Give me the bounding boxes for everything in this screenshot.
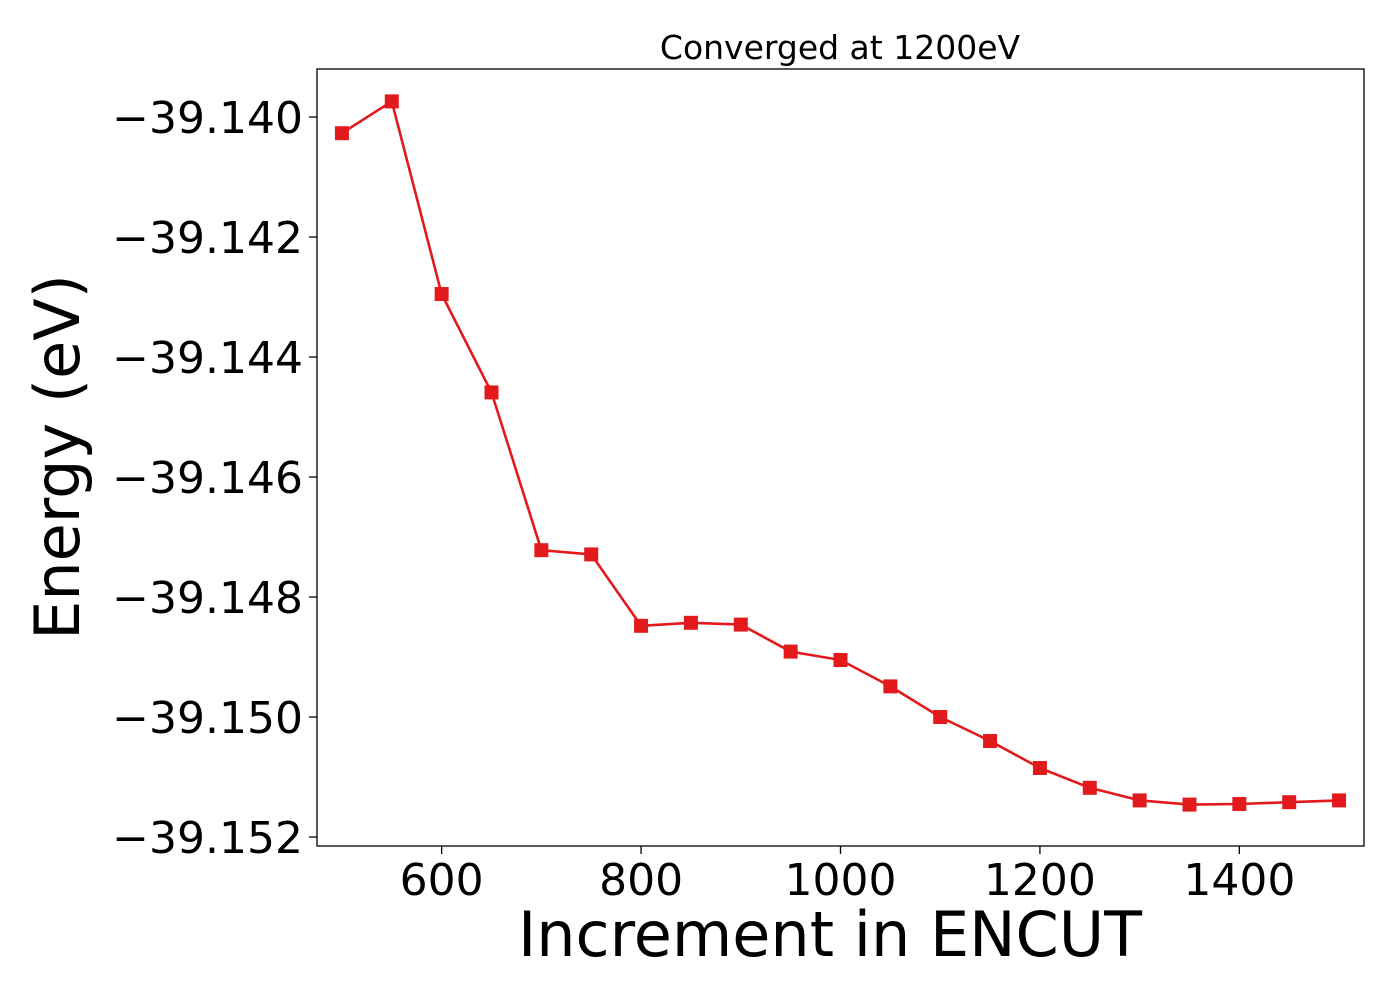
data-point [1332,793,1347,808]
y-tick-label: −39.144 [112,333,303,384]
data-point [1132,793,1147,808]
chart-title: Converged at 1200eV [660,28,1021,67]
y-tick-label: −39.140 [112,93,303,144]
x-axis-label: Increment in ENCUT [518,898,1143,971]
x-axis: 600 800 1000 1200 1400 [400,846,1295,906]
y-tick-label: −39.148 [112,573,303,624]
data-point [384,94,399,109]
y-tick-label: −39.150 [112,693,303,744]
y-axis: −39.140 −39.142 −39.144 −39.146 −39.148 −39.1… [112,93,317,864]
data-point [833,653,848,667]
data-point [534,543,549,558]
data-point [484,385,499,400]
data-point [334,126,349,141]
y-axis-label: Energy (eV) [21,274,94,640]
x-tick-label: 800 [599,855,683,906]
y-tick-label: −39.152 [112,813,303,864]
data-point [733,617,748,632]
x-tick-label: 1200 [984,855,1096,906]
data-point [933,710,948,724]
data-point [1082,780,1097,795]
x-tick-label: 600 [400,855,484,906]
data-point [983,734,998,748]
data-point [1232,797,1247,811]
x-tick-label: 1000 [785,855,897,906]
data-point [883,679,898,694]
data-point [634,618,649,633]
data-point [584,547,599,562]
data-point [783,644,798,659]
data-point [434,287,449,301]
plot-area [334,94,1347,812]
data-point [683,615,698,630]
data-point [1182,797,1197,812]
y-tick-label: −39.142 [112,213,303,264]
data-point [1032,761,1047,775]
data-point [1282,795,1297,810]
y-tick-label: −39.146 [112,453,303,504]
x-tick-label: 1400 [1183,855,1295,906]
